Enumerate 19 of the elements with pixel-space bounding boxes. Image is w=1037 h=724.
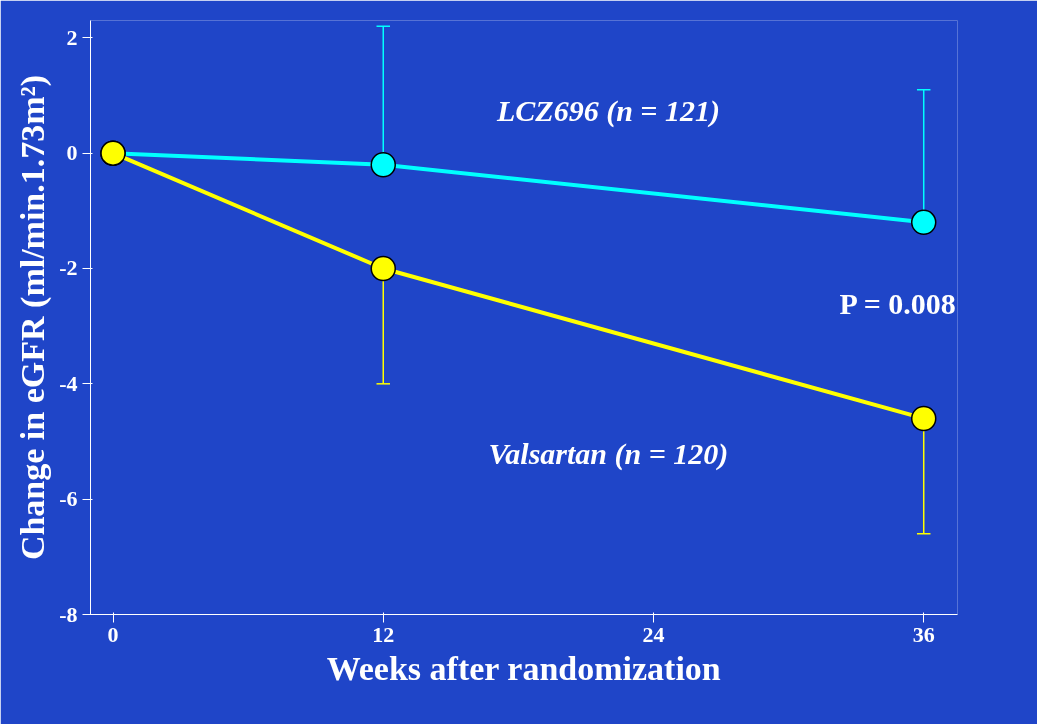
- x-tick-label: 36: [912, 621, 935, 647]
- y-tick-label: 2: [66, 24, 78, 50]
- series-label: LCZ696 (n = 121): [495, 94, 720, 129]
- y-tick-label: 0: [66, 140, 78, 166]
- y-tick-label: -8: [59, 601, 78, 627]
- point: [910, 405, 937, 432]
- x-tick-label: 12: [372, 621, 395, 647]
- y-tick-label: -6: [59, 486, 78, 512]
- point: [370, 151, 396, 178]
- x-tick-label: 0: [107, 621, 119, 647]
- annotation: P = 0.008: [839, 287, 956, 321]
- x-axis-title: Weeks after randomization: [326, 649, 721, 687]
- text: Valsartan (n = 120): [488, 437, 729, 472]
- y-tick-label: -4: [59, 370, 78, 396]
- point: [370, 255, 396, 282]
- point: [910, 209, 937, 236]
- y-tick-label: -2: [59, 255, 78, 281]
- x-tick-label: 24: [642, 621, 665, 647]
- y-axis-title: Change in eGFR (ml/min.1.73m²): [14, 74, 53, 561]
